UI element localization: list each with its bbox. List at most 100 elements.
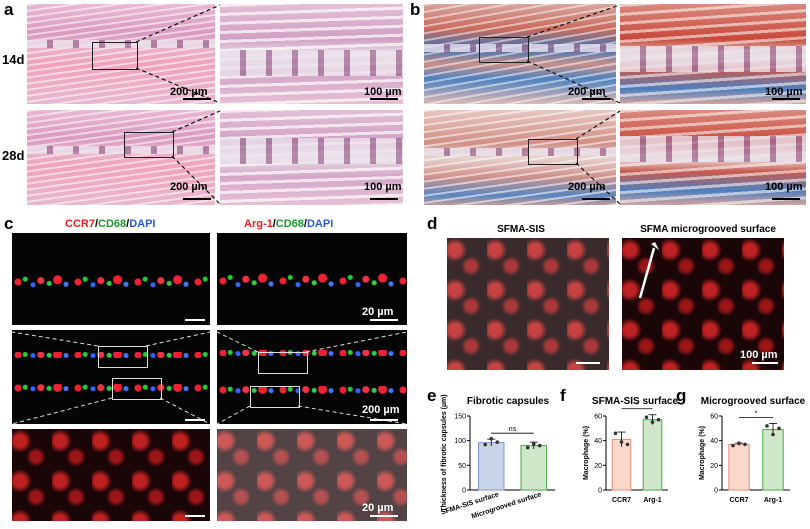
c-title-right-2: CD68	[275, 218, 304, 230]
scale-bar	[752, 362, 778, 364]
data-point-g-0-1	[737, 441, 741, 445]
scale-bar	[370, 515, 398, 517]
y-tick-label-f: 0	[598, 488, 602, 495]
bar-f-0	[611, 438, 632, 491]
d-title-right: SFMA microgrooved surface	[640, 224, 776, 235]
scale-bar	[183, 98, 211, 100]
scale-text: 200 µm	[568, 181, 606, 193]
panel-label-g: g	[676, 386, 687, 405]
he-28d-overview	[27, 110, 215, 205]
scale-text: 100 µm	[364, 181, 402, 193]
c-title-right-0: Arg-1	[244, 218, 273, 230]
data-point-e-0-2	[495, 440, 500, 444]
masson-28d-overview	[424, 110, 616, 205]
data-point-g-0-2	[743, 442, 747, 447]
scale-bar	[582, 98, 610, 100]
scale-text: 100 µm	[740, 349, 778, 361]
he-14d-zoom	[220, 4, 403, 104]
c-title-left-4: DAPI	[129, 218, 156, 230]
scale-text: 100 µm	[765, 181, 803, 193]
arg1-zoom-top	[217, 233, 407, 325]
data-point-g-0-0	[731, 443, 735, 448]
ccr7-zoom-top	[12, 233, 210, 325]
bar-e-1	[520, 445, 547, 491]
y-tick-label-f: 20	[594, 463, 602, 470]
data-point-e-1-1	[531, 442, 536, 446]
scale-bar	[183, 198, 211, 200]
y-tick-label-e: 50	[458, 463, 466, 470]
data-point-f-0-2	[625, 442, 630, 447]
chart-g-title: Microgrooved surface	[700, 396, 806, 407]
c-title-right-3: /	[303, 218, 307, 230]
d-title-left: SFMA-SIS	[497, 224, 545, 235]
arg1-zoom-bottom	[217, 429, 407, 521]
c-connectors	[11, 331, 408, 425]
ccr7-inset-box-bottom	[112, 378, 162, 400]
c-title-right-4: DAPI	[306, 218, 334, 230]
chart-e-title: Fibrotic capsules	[466, 396, 550, 407]
y-tick-label-e: 0	[462, 488, 466, 495]
scale-bar	[370, 319, 398, 321]
scale-bar	[370, 198, 398, 200]
chart-f-title: SFMA-SIS surface	[591, 396, 679, 407]
y-tick-label-f: 40	[594, 438, 602, 445]
data-point-e-1-2	[537, 443, 542, 448]
y-tick-label-g: 40	[710, 438, 718, 445]
data-point-f-1-0	[644, 415, 649, 420]
scale-bar	[772, 98, 800, 100]
y-tick-label-g: 0	[714, 488, 718, 495]
bar-g-0	[728, 443, 750, 491]
bar-e-0	[478, 442, 505, 491]
panel-label-d: d	[427, 214, 438, 233]
groove-direction-arrow-icon	[638, 242, 659, 299]
sig-label-e: ns	[509, 426, 517, 433]
masson-14d-zoom	[620, 4, 806, 104]
data-point-f-1-1	[650, 420, 655, 424]
data-point-f-1-2	[656, 417, 661, 422]
x-tick-label-g-1: Arg-1	[764, 497, 782, 504]
d-sfma-sis-image	[447, 238, 609, 370]
y-tick-label-f: 60	[594, 414, 602, 421]
scale-bar	[185, 319, 205, 321]
y-tick-label-e: 100	[454, 438, 466, 445]
y-axis-label-g: Macrophage (%)	[699, 426, 706, 480]
c-title-left-2: CD68	[98, 218, 127, 230]
sig-label-f: *	[636, 402, 639, 409]
scale-bar	[370, 98, 398, 100]
c-title-left: CCR7/CD68/DAPI	[65, 218, 155, 230]
y-tick-label-e: 150	[454, 414, 466, 421]
sig-label-g: *	[755, 410, 758, 417]
y-axis-label-f: Macrophage (%)	[583, 426, 590, 480]
data-point-e-0-0	[483, 442, 488, 447]
masson-14d-inset-box	[479, 37, 529, 63]
y-tick-label-g: 20	[710, 463, 718, 470]
panel-label-c: c	[4, 214, 14, 233]
scale-bar	[185, 515, 205, 517]
inset-connectors	[135, 4, 621, 205]
masson-28d-inset-box	[528, 139, 578, 165]
masson-14d-overview	[424, 4, 616, 104]
arg1-inset-box-bottom	[250, 386, 300, 408]
y-tick-label-g: 60	[710, 414, 718, 421]
he-14d-inset-box	[92, 42, 138, 70]
x-tick-label-g-0: CCR7	[729, 497, 748, 504]
ccr7-overview	[12, 330, 210, 424]
d-microgrooved-image	[622, 238, 784, 370]
scale-text: 200 µm	[170, 86, 208, 98]
data-point-e-1-0	[525, 445, 530, 450]
data-point-f-0-0	[613, 431, 618, 436]
x-tick-label-f-0: CCR7	[612, 497, 631, 504]
data-point-e-0-1	[489, 436, 494, 441]
scale-text: 20 µm	[362, 306, 394, 318]
panel-label-e: e	[427, 386, 437, 405]
panel-label-b: b	[410, 0, 421, 19]
row-label-14d: 14d	[2, 52, 25, 67]
data-point-g-1-1	[771, 432, 775, 437]
scale-text: 100 µm	[364, 86, 402, 98]
bar-g-1	[762, 429, 784, 491]
panel-label-a: a	[4, 0, 14, 19]
he-28d-zoom	[220, 110, 403, 205]
he-28d-inset-box	[124, 132, 174, 158]
arg1-inset-box-top	[258, 352, 308, 374]
